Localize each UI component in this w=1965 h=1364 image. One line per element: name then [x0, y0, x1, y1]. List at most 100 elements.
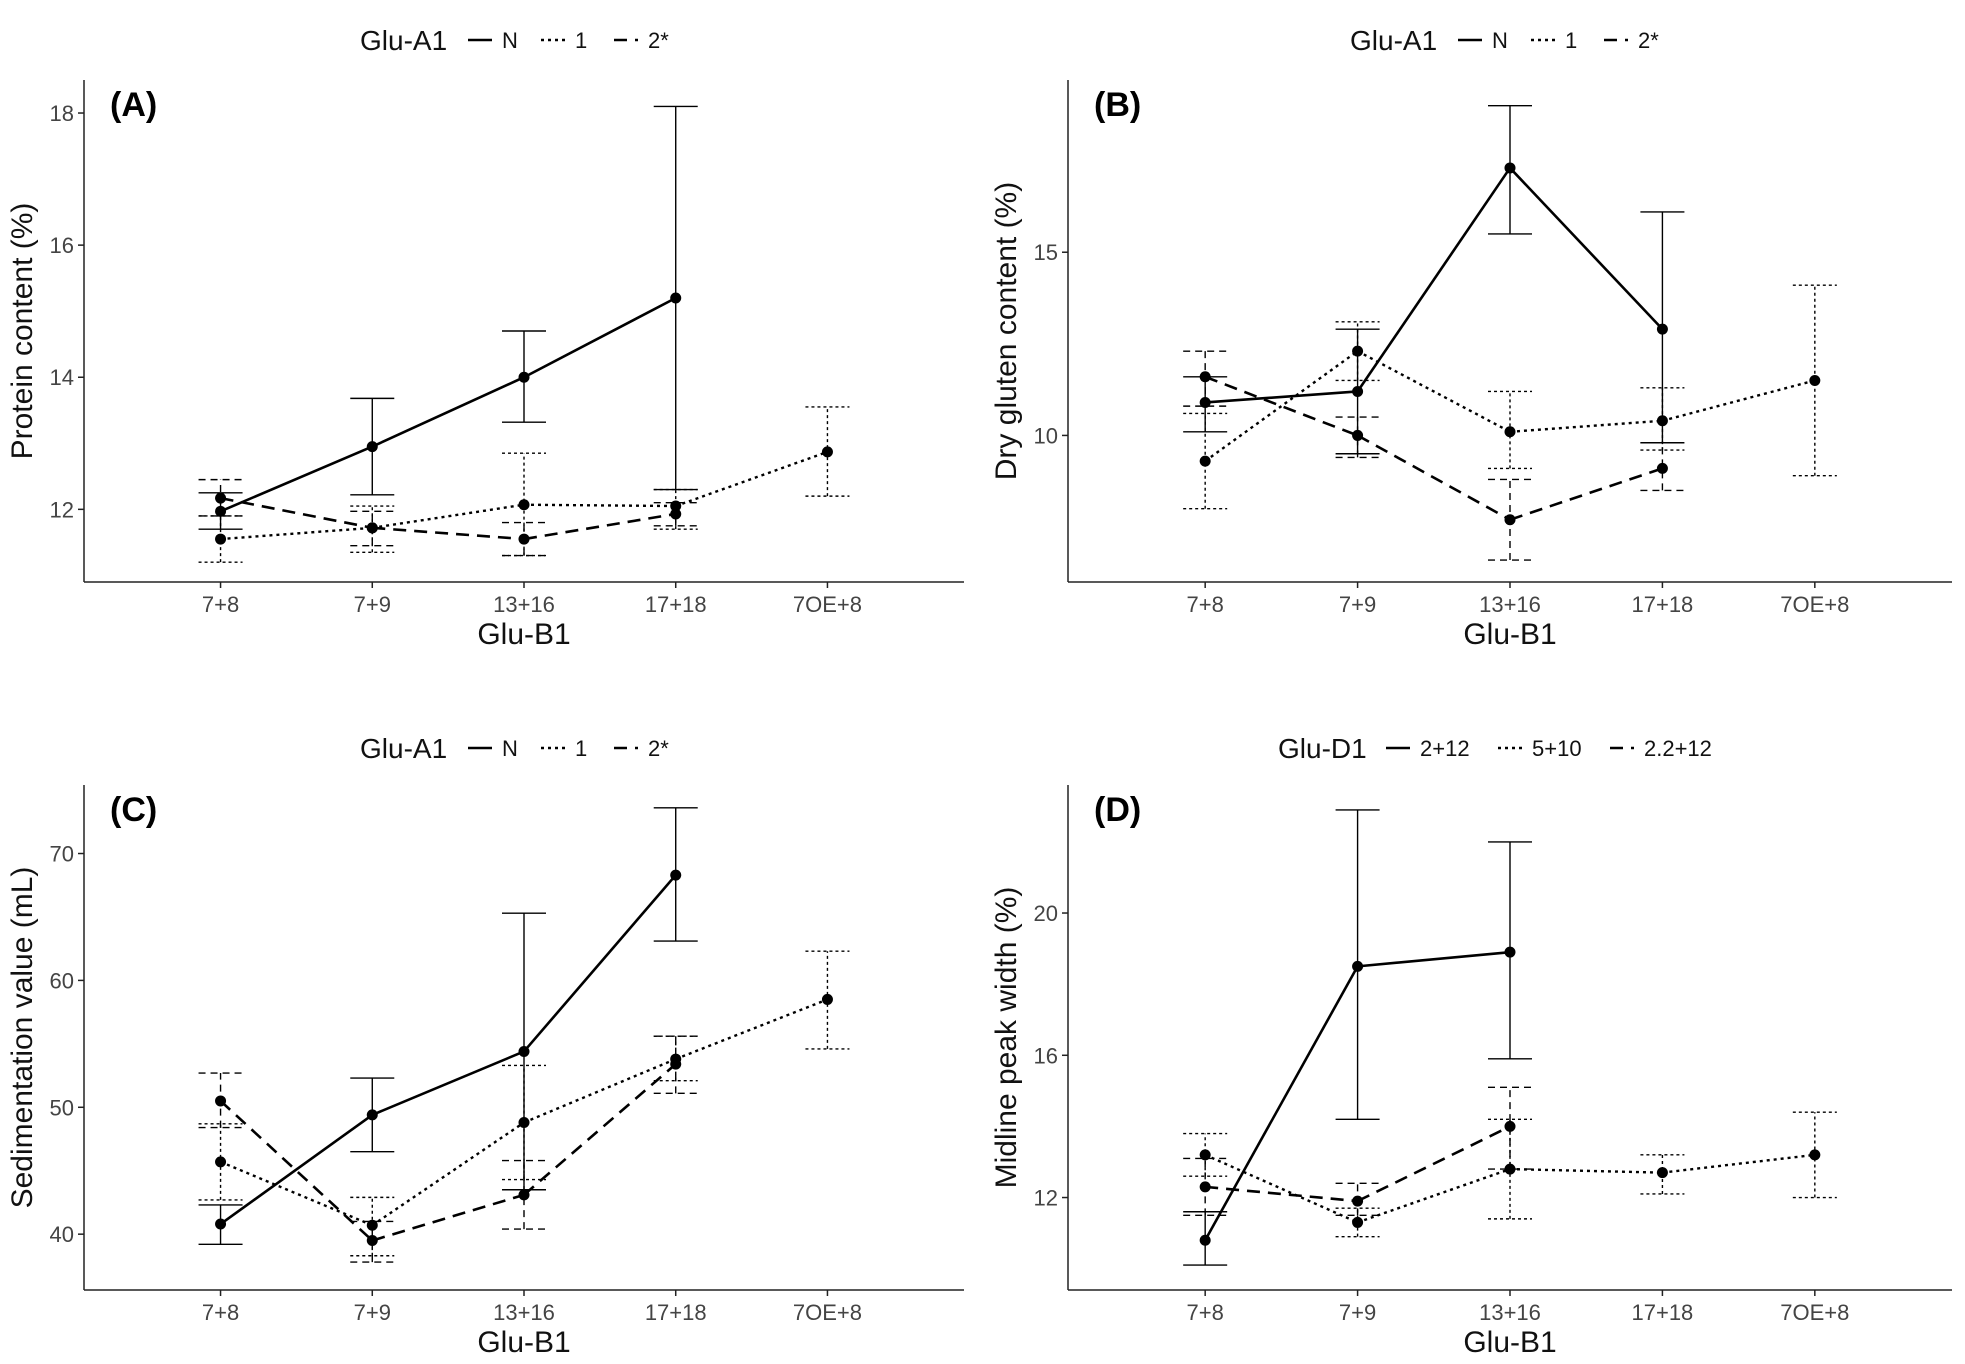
- data-point: [1656, 323, 1668, 335]
- series-line-segment: [1357, 1167, 1511, 1224]
- data-point: [366, 1235, 378, 1247]
- data-point: [670, 508, 682, 520]
- data-point: [215, 1156, 227, 1168]
- x-tick-label: 7+9: [1339, 1300, 1376, 1325]
- series-line-segment: [220, 496, 373, 530]
- y-tick-label: 50: [50, 1095, 74, 1120]
- y-tick-label: 40: [50, 1222, 74, 1247]
- data-point: [821, 446, 833, 458]
- x-tick-label: 7OE+8: [1780, 1300, 1849, 1325]
- x-axis-title: Glu-B1: [477, 1326, 570, 1359]
- y-axis-title: Protein content (%): [6, 203, 39, 460]
- y-tick-label: 16: [50, 233, 74, 258]
- legend-title: Glu-A1: [360, 733, 447, 764]
- data-point: [215, 1218, 227, 1230]
- y-tick-label: 12: [50, 497, 74, 522]
- series-line-segment: [675, 998, 828, 1061]
- legend-label: 1: [575, 736, 587, 761]
- series-line-segment: [1509, 167, 1664, 331]
- series-line-segment: [523, 874, 677, 1053]
- series-solid: [198, 105, 698, 530]
- data-point: [1504, 1120, 1516, 1132]
- y-axis-title: Dry gluten content (%): [990, 182, 1023, 480]
- series-dotted: [1183, 284, 1837, 510]
- data-point: [518, 499, 530, 511]
- series-dashed: [1183, 1086, 1532, 1217]
- legend-label: N: [1492, 28, 1508, 53]
- x-tick-label: 7+9: [1339, 592, 1376, 617]
- data-point: [215, 533, 227, 545]
- data-point: [1504, 426, 1516, 438]
- data-point: [366, 441, 378, 453]
- data-point: [1352, 429, 1364, 441]
- data-point: [1809, 374, 1821, 386]
- legend-label: 2*: [1638, 28, 1659, 53]
- series-line-segment: [1204, 350, 1359, 463]
- data-point: [670, 292, 682, 304]
- data-point: [1809, 1149, 1821, 1161]
- legend-label: 1: [575, 28, 587, 53]
- series-line-segment: [1356, 167, 1512, 393]
- series-line-segment: [523, 296, 677, 379]
- x-axis-title: Glu-B1: [477, 618, 570, 651]
- series-line-segment: [219, 1113, 374, 1226]
- y-axis-title: Sedimentation value (mL): [6, 867, 39, 1209]
- x-tick-label: 13+16: [493, 592, 555, 617]
- x-tick-label: 7+9: [354, 592, 391, 617]
- series-line-segment: [1204, 965, 1359, 1241]
- data-point: [366, 522, 378, 534]
- series-line-segment: [220, 1160, 373, 1227]
- x-tick-label: 17+18: [1632, 592, 1694, 617]
- series-line-segment: [1509, 467, 1663, 521]
- series-line-segment: [1509, 1167, 1663, 1174]
- series-line-segment: [1662, 379, 1816, 422]
- series-line-segment: [523, 1057, 677, 1124]
- series-line-segment: [1205, 1185, 1358, 1203]
- data-point: [1199, 371, 1211, 383]
- panel-4: 12 16 20 7+8 7+9 13+16 17+18 7OE+8 Glu-B1 Midline…: [990, 733, 1952, 1359]
- data-point: [1352, 385, 1364, 397]
- series-line-segment: [219, 1099, 374, 1242]
- y-tick-label: 20: [1034, 901, 1058, 926]
- legend-label: 2.2+12: [1644, 736, 1712, 761]
- series-dashed: [198, 1035, 698, 1263]
- data-point: [1199, 1149, 1211, 1161]
- y-tick-label: 12: [1034, 1186, 1058, 1211]
- y-tick-label: 15: [1034, 240, 1058, 265]
- x-tick-label: 17+18: [1632, 1300, 1694, 1325]
- x-tick-label: 7+8: [202, 1300, 239, 1325]
- x-axis-title: Glu-B1: [1463, 1326, 1556, 1359]
- x-tick-label: 7+9: [354, 1300, 391, 1325]
- data-point: [518, 1045, 530, 1057]
- data-point: [518, 533, 530, 545]
- y-tick-label: 14: [50, 365, 74, 390]
- series-line-segment: [220, 526, 373, 541]
- series-line-segment: [1662, 1153, 1815, 1174]
- y-tick-label: 18: [50, 101, 74, 126]
- series-line-segment: [675, 450, 828, 508]
- data-point: [1504, 514, 1516, 526]
- series-line-segment: [1357, 950, 1511, 968]
- panel-tag: (B): [1094, 86, 1141, 124]
- data-point: [670, 869, 682, 881]
- x-tick-label: 7+8: [1187, 1300, 1224, 1325]
- legend-title: Glu-A1: [1350, 25, 1437, 56]
- panel-tag: (C): [110, 791, 157, 829]
- series-solid: [1183, 809, 1532, 1266]
- legend: Glu-D1 2+12 5+10 2.2+12: [1278, 733, 1712, 764]
- legend-label: 2*: [648, 736, 669, 761]
- legend: Glu-A1 N 1 2*: [360, 733, 669, 764]
- data-point: [518, 1117, 530, 1129]
- series-line-segment: [1357, 350, 1511, 433]
- x-tick-label: 7OE+8: [1780, 592, 1849, 617]
- data-point: [215, 492, 227, 504]
- legend-title: Glu-D1: [1278, 733, 1367, 764]
- data-point: [1352, 960, 1364, 972]
- data-point: [518, 371, 530, 383]
- series-line-segment: [523, 503, 676, 508]
- y-tick-label: 70: [50, 842, 74, 867]
- x-tick-label: 13+16: [1479, 1300, 1541, 1325]
- y-tick-label: 60: [50, 968, 74, 993]
- x-tick-label: 7+8: [1187, 592, 1224, 617]
